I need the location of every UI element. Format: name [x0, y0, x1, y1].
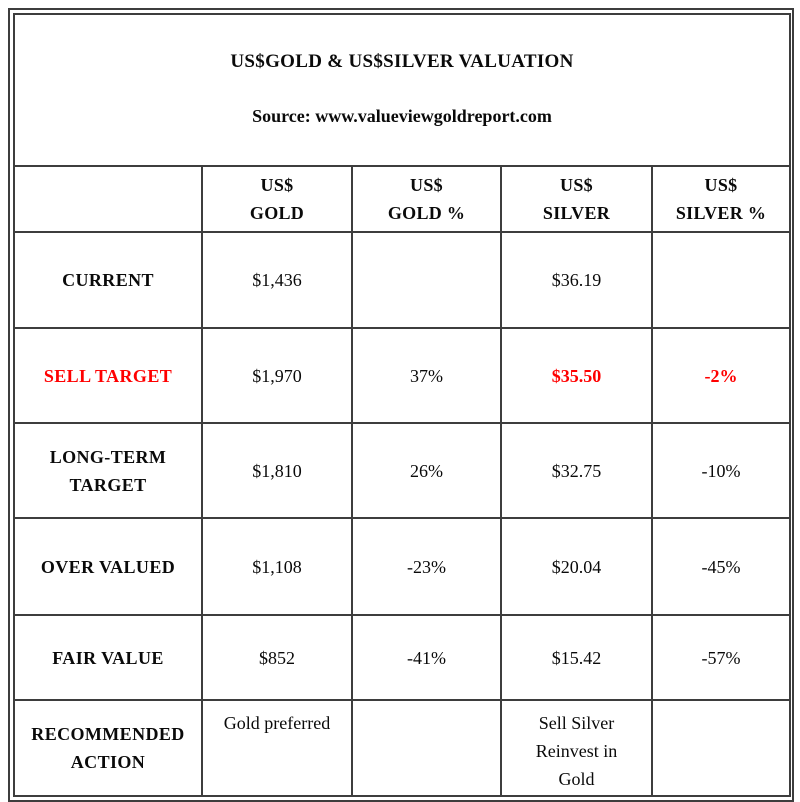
column-header-gold-pct: US$ GOLD % — [351, 165, 502, 233]
row-label-current: CURRENT — [13, 231, 203, 329]
row-fair-value: FAIR VALUE $852 -41% $15.42 -57% — [13, 614, 792, 701]
table-title: US$GOLD & US$SILVER VALUATION — [230, 51, 574, 72]
cell-long-silver-pct: -10% — [650, 422, 792, 519]
row-label-sell-target: SELL TARGET — [13, 327, 203, 424]
cell-action-gold: Gold preferred — [201, 699, 353, 797]
row-over-valued: OVER VALUED $1,108 -23% $20.04 -45% — [13, 517, 792, 616]
cell-long-gold-pct: 26% — [351, 422, 502, 519]
cell-long-gold: $1,810 — [201, 422, 353, 519]
cell-fair-silver: $15.42 — [500, 614, 653, 701]
table-outer-frame: US$GOLD & US$SILVER VALUATION Source: ww… — [8, 8, 794, 802]
row-sell-target: SELL TARGET $1,970 37% $35.50 -2% — [13, 327, 792, 424]
cell-current-gold: $1,436 — [201, 231, 353, 329]
title-cell: US$GOLD & US$SILVER VALUATION Source: ww… — [12, 13, 792, 167]
row-label-fair-value: FAIR VALUE — [13, 614, 203, 701]
cell-fair-gold-pct: -41% — [351, 614, 502, 701]
cell-sell-silver-pct: -2% — [650, 327, 792, 424]
column-header-silver: US$ SILVER — [500, 165, 653, 233]
page: US$GOLD & US$SILVER VALUATION Source: ww… — [8, 8, 794, 802]
valuation-table: US$GOLD & US$SILVER VALUATION Source: ww… — [12, 13, 792, 797]
row-label-long-term-target: LONG-TERM TARGET — [13, 422, 203, 519]
row-recommended-action: RECOMMENDED ACTION Gold preferred Sell S… — [13, 699, 792, 797]
cell-current-silver-pct — [650, 231, 792, 329]
row-long-term-target: LONG-TERM TARGET $1,810 26% $32.75 -10% — [13, 422, 792, 519]
cell-current-silver: $36.19 — [500, 231, 653, 329]
cell-over-silver: $20.04 — [500, 517, 653, 616]
cell-sell-silver: $35.50 — [500, 327, 653, 424]
cell-fair-silver-pct: -57% — [650, 614, 792, 701]
title-row: US$GOLD & US$SILVER VALUATION Source: ww… — [12, 13, 792, 167]
column-header-gold: US$ GOLD — [201, 165, 353, 233]
cell-action-silver: Sell Silver Reinvest in Gold — [500, 699, 653, 797]
cell-over-gold-pct: -23% — [351, 517, 502, 616]
column-header-row: US$ GOLD US$ GOLD % US$ SILVER US$ SILVE… — [13, 165, 792, 233]
cell-action-gold-pct — [351, 699, 502, 797]
row-label-recommended-action: RECOMMENDED ACTION — [13, 699, 203, 797]
cell-current-gold-pct — [351, 231, 502, 329]
cell-action-silver-pct — [650, 699, 792, 797]
column-header-silver-pct: US$ SILVER % — [650, 165, 792, 233]
cell-long-silver: $32.75 — [500, 422, 653, 519]
cell-over-gold: $1,108 — [201, 517, 353, 616]
corner-cell — [13, 165, 203, 233]
cell-over-silver-pct: -45% — [650, 517, 792, 616]
table-source: Source: www.valueviewgoldreport.com — [252, 106, 552, 126]
cell-sell-gold-pct: 37% — [351, 327, 502, 424]
row-label-over-valued: OVER VALUED — [13, 517, 203, 616]
cell-sell-gold: $1,970 — [201, 327, 353, 424]
row-current: CURRENT $1,436 $36.19 — [13, 231, 792, 329]
cell-fair-gold: $852 — [201, 614, 353, 701]
